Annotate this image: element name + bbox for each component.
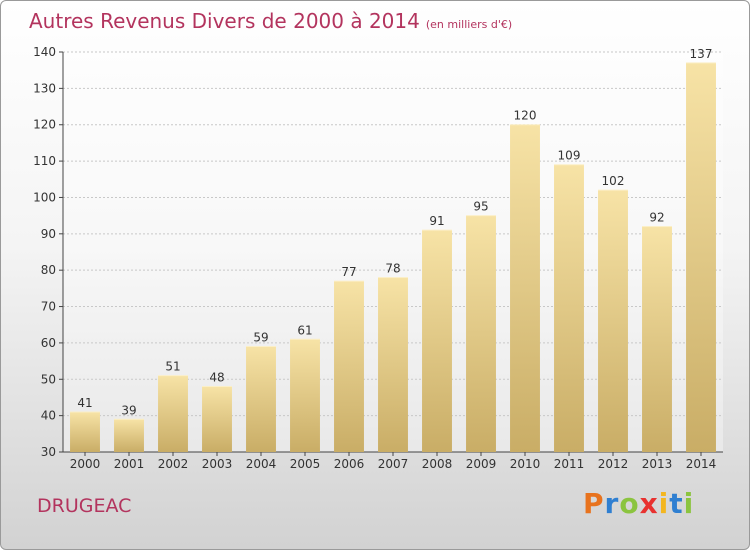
bar-value-label: 48 [209,371,224,385]
bar-value-label: 41 [77,396,92,410]
bar-value-label: 120 [514,109,537,123]
bar-value-label: 137 [690,47,713,61]
x-tick-label: 2006 [334,457,365,471]
logo-letter: i [683,487,695,520]
x-tick-label: 2000 [70,457,101,471]
bar [510,124,540,453]
bar [246,346,276,452]
x-tick-label: 2007 [378,457,409,471]
y-tick-label: 30 [41,445,56,459]
logo-letter: r [604,487,620,520]
y-tick-label: 130 [33,81,56,95]
bar-value-label: 51 [165,360,180,374]
y-tick-label: 60 [41,336,56,350]
bar-value-label: 77 [341,265,356,279]
y-tick-label: 80 [41,263,56,277]
bar [114,419,144,452]
y-tick-label: 50 [41,372,56,386]
bar [642,226,672,452]
bar [378,277,408,452]
chart-title: Autres Revenus Divers de 2000 à 2014 (en … [29,9,512,33]
x-tick-label: 2013 [642,457,673,471]
bar-value-label: 78 [385,261,400,275]
y-tick-label: 140 [33,45,56,59]
y-tick-label: 40 [41,409,56,423]
bar [334,281,364,452]
bar-value-label: 39 [121,403,136,417]
x-tick-label: 2002 [158,457,189,471]
x-tick-label: 2012 [598,457,629,471]
x-tick-label: 2005 [290,457,321,471]
bar [422,230,452,452]
y-tick-label: 100 [33,190,56,204]
y-tick-label: 120 [33,118,56,132]
x-tick-label: 2011 [554,457,585,471]
commune-name: DRUGEAC [37,495,132,517]
bar [70,412,100,452]
chart-unit: (en milliers d'€) [425,18,513,31]
bar-value-label: 92 [649,211,664,225]
bar-value-label: 91 [429,214,444,228]
bar [554,164,584,452]
bar [598,190,628,452]
bar [158,375,188,452]
y-tick-label: 110 [33,154,56,168]
logo-letter: i [658,487,670,520]
logo-letter: t [669,487,684,520]
x-tick-label: 2003 [202,457,233,471]
bar [290,339,320,452]
bar-value-label: 61 [297,323,312,337]
bar-value-label: 109 [558,149,581,163]
logo-letter: x [639,487,659,520]
logo-letter: P [583,487,605,520]
proxiti-logo: Proxiti [583,487,694,520]
chart-title-text: Autres Revenus Divers de 2000 à 2014 [29,9,420,33]
x-tick-label: 2009 [466,457,497,471]
bar [202,386,232,452]
bar-value-label: 95 [473,200,488,214]
logo-letter: o [619,487,640,520]
x-tick-label: 2001 [114,457,145,471]
bar [686,62,716,453]
x-tick-label: 2010 [510,457,541,471]
bar-value-label: 59 [253,331,268,345]
x-tick-label: 2004 [246,457,277,471]
y-tick-label: 70 [41,300,56,314]
bar [466,215,496,452]
bar-value-label: 102 [602,174,625,188]
x-tick-label: 2014 [686,457,717,471]
y-tick-label: 90 [41,227,56,241]
x-tick-label: 2008 [422,457,453,471]
